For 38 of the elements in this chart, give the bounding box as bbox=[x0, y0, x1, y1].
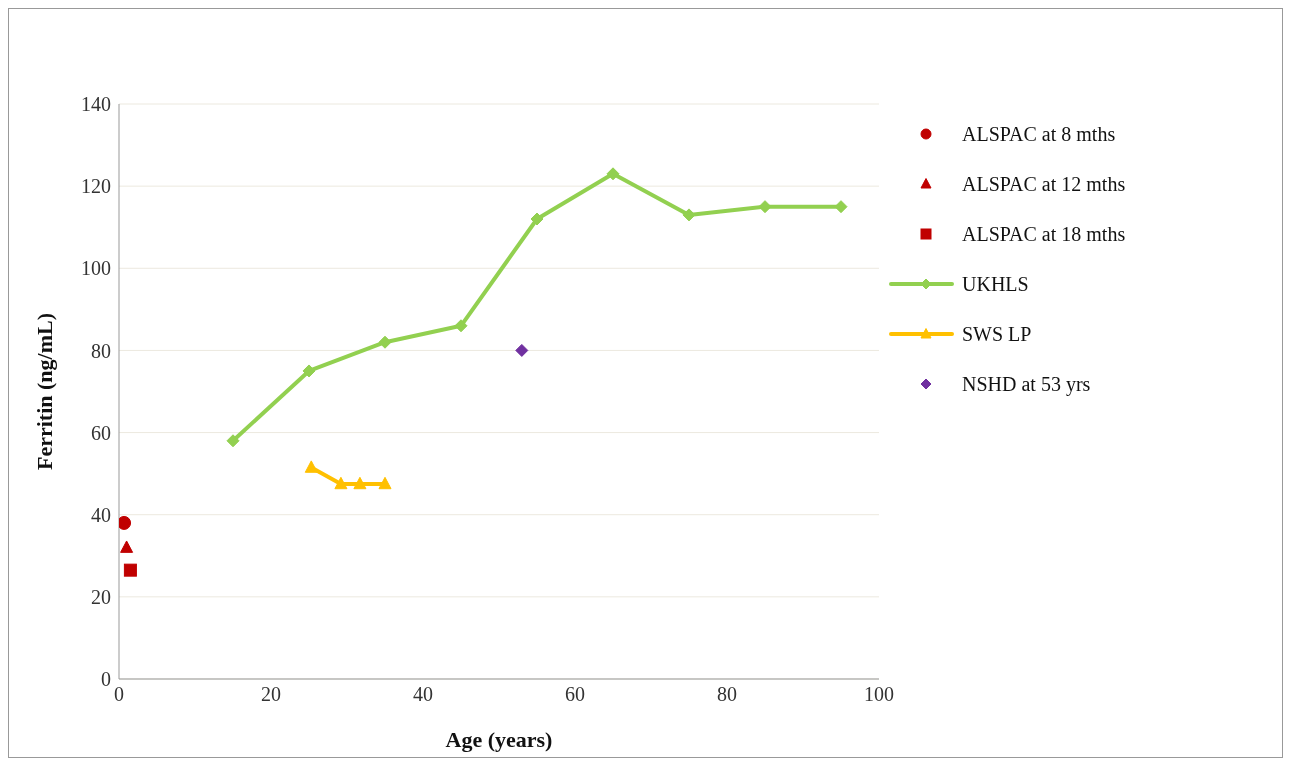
x-tick-label: 80 bbox=[717, 683, 737, 706]
legend-label: NSHD at 53 yrs bbox=[962, 372, 1091, 396]
y-tick-label: 20 bbox=[91, 585, 111, 608]
y-tick-label: 80 bbox=[91, 339, 111, 362]
y-axis-title: Ferritin (ng/mL) bbox=[31, 312, 57, 471]
x-tick-label: 40 bbox=[413, 683, 433, 706]
x-tick-label: 60 bbox=[565, 683, 585, 706]
y-tick-label: 0 bbox=[101, 668, 111, 691]
point bbox=[226, 434, 240, 448]
point bbox=[606, 167, 620, 181]
x-tick-label: 100 bbox=[864, 683, 894, 706]
legend-label: ALSPAC at 18 mths bbox=[962, 222, 1126, 246]
point bbox=[530, 212, 544, 226]
point bbox=[758, 200, 772, 214]
point bbox=[353, 476, 367, 490]
point bbox=[515, 343, 529, 357]
y-tick-label: 140 bbox=[81, 93, 111, 116]
point bbox=[454, 319, 468, 333]
legend-label: UKHLS bbox=[962, 272, 1029, 296]
x-axis-title: Age (years) bbox=[445, 727, 553, 752]
point bbox=[682, 208, 696, 222]
point bbox=[119, 515, 132, 530]
y-tick-label: 120 bbox=[81, 175, 111, 198]
legend-label: ALSPAC at 12 mths bbox=[962, 172, 1126, 196]
point bbox=[378, 476, 392, 490]
point bbox=[834, 200, 848, 214]
y-tick-label: 100 bbox=[81, 257, 111, 280]
legend-label: ALSPAC at 8 mths bbox=[962, 122, 1116, 146]
x-tick-label: 20 bbox=[261, 683, 281, 706]
point bbox=[378, 335, 392, 349]
point bbox=[120, 540, 134, 553]
point bbox=[123, 563, 137, 577]
y-tick-label: 60 bbox=[91, 421, 111, 444]
point bbox=[334, 476, 348, 490]
point bbox=[304, 460, 318, 473]
legend-label: SWS LP bbox=[962, 322, 1032, 346]
y-tick-label: 40 bbox=[91, 503, 111, 526]
point bbox=[302, 364, 316, 378]
